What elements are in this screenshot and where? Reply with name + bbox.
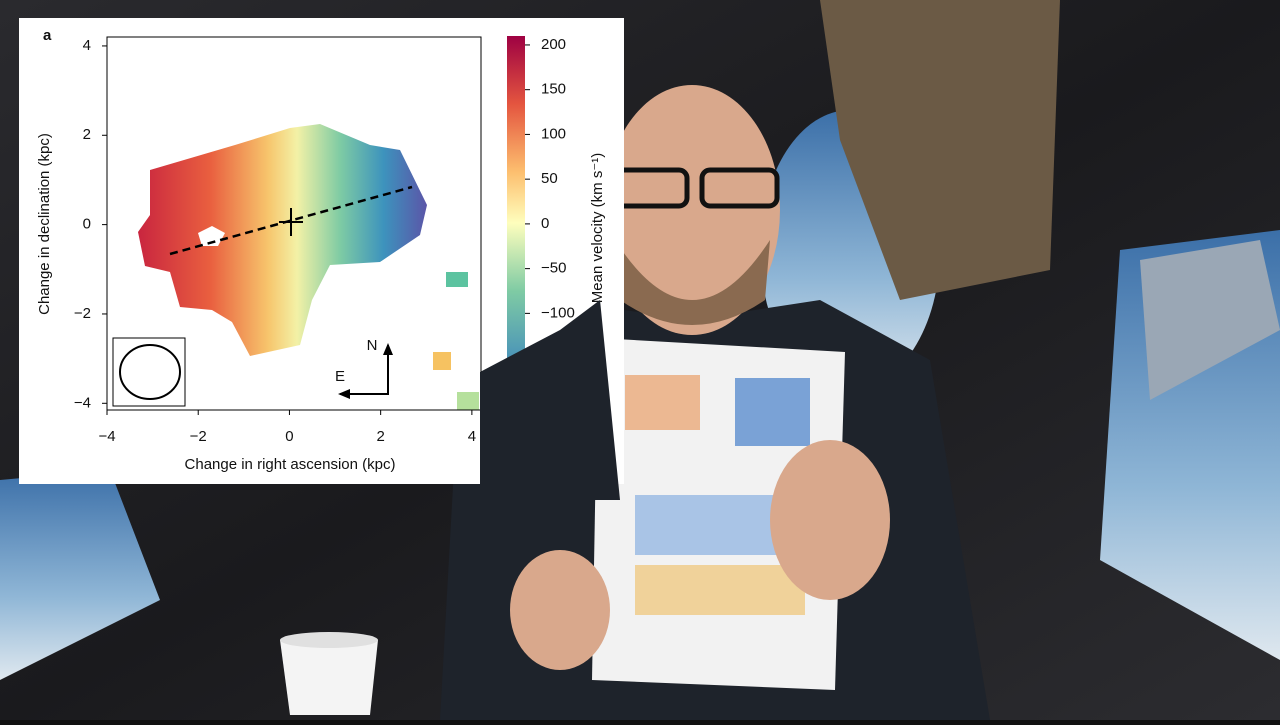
colorbar-tick-label: 50 [541, 170, 558, 187]
x-axis-label: Change in right ascension (kpc) [185, 456, 396, 473]
x-tick-label: 4 [468, 428, 476, 445]
cup-rim [280, 632, 378, 648]
y-tick-label: −2 [74, 305, 91, 322]
cup [280, 640, 378, 715]
colorbar-tick-label: 100 [541, 125, 566, 142]
person-head [604, 85, 780, 335]
compass-label: E [335, 368, 345, 385]
window [0, 470, 160, 680]
map-patch [433, 352, 451, 370]
y-tick-label: 2 [83, 126, 91, 143]
colorbar-tick-label: 0 [541, 215, 549, 232]
hand [770, 440, 890, 600]
plot-frame [106, 36, 482, 411]
major-axis-line [169, 185, 413, 256]
x-tick-label: 2 [376, 428, 384, 445]
x-tick-label: 0 [285, 428, 293, 445]
colorbar-tick-label: −100 [541, 304, 575, 321]
compass-label: N [367, 337, 378, 354]
beam-box [112, 337, 186, 407]
y-axis-label: Change in declination (kpc) [36, 133, 53, 315]
person-shoulder [480, 300, 620, 500]
paper-figure [735, 378, 810, 446]
spacecraft [1140, 240, 1280, 400]
velocity-map [138, 124, 427, 356]
map-hole [198, 226, 225, 246]
compass-head [338, 389, 350, 399]
glasses [699, 167, 780, 209]
y-tick-label: −4 [74, 394, 91, 411]
beam [119, 344, 181, 400]
colorbar [507, 36, 525, 376]
compass-head [383, 343, 393, 355]
colorbar-tick-label: −50 [541, 260, 566, 277]
beard [615, 240, 770, 325]
bag [820, 0, 1060, 300]
x-tick-label: −4 [98, 428, 115, 445]
map-patch [457, 392, 479, 410]
panel-label: a [43, 27, 52, 44]
hand [510, 550, 610, 670]
x-tick-label: −2 [190, 428, 207, 445]
colorbar-tick-label: 150 [541, 81, 566, 98]
paper-figure [635, 565, 805, 615]
colorbar-label: Mean velocity (km s⁻¹) [589, 153, 606, 303]
map-patch [446, 272, 468, 287]
colorbar-tick-label: 200 [541, 36, 566, 53]
y-tick-label: 0 [83, 216, 91, 233]
y-tick-label: 4 [83, 37, 91, 54]
paper-figure [625, 375, 700, 430]
